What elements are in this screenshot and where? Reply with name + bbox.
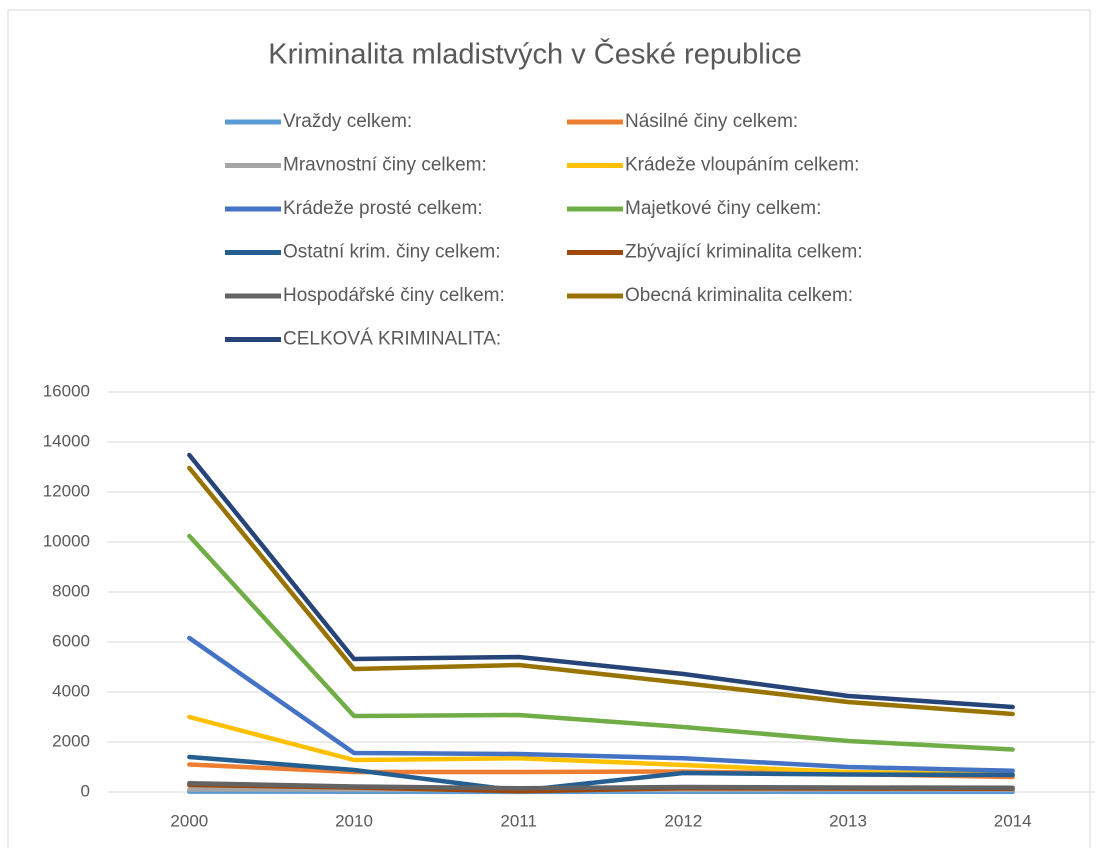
legend-label: Zbývající kriminalita celkem:: [625, 242, 863, 263]
series-line: [187, 533, 1015, 752]
y-tick-label: 2000: [52, 731, 90, 750]
x-tick-label: 2000: [170, 811, 208, 830]
y-tick-label: 14000: [43, 431, 90, 450]
y-tick-label: 6000: [52, 631, 90, 650]
y-tick-label: 0: [81, 781, 90, 800]
series-line: [187, 781, 1015, 791]
series-line: [187, 754, 1015, 793]
y-tick-label: 4000: [52, 681, 90, 700]
legend-label: Ostatní krim. činy celkem:: [283, 242, 501, 263]
legend-label: Majetkové činy celkem:: [625, 198, 821, 219]
series-line: [187, 465, 1015, 717]
y-tick-label: 16000: [43, 381, 90, 400]
legend-label: Vraždy celkem:: [283, 111, 412, 132]
series-line: [187, 635, 1015, 773]
x-tick-label: 2010: [335, 811, 373, 830]
chart-title: Kriminalita mladistvých v České republic…: [268, 37, 801, 71]
y-tick-label: 12000: [43, 481, 90, 500]
legend-label: CELKOVÁ KRIMINALITA:: [283, 329, 501, 350]
y-tick-label: 10000: [43, 531, 90, 550]
series-line: [187, 452, 1015, 710]
y-tick-label: 8000: [52, 581, 90, 600]
x-tick-label: 2011: [500, 811, 537, 830]
x-tick-label: 2012: [664, 811, 702, 830]
legend-label: Obecná kriminalita celkem:: [625, 285, 853, 306]
legend-label: Krádeže prosté celkem:: [283, 198, 483, 219]
legend-label: Hospodářské činy celkem:: [283, 285, 505, 306]
x-tick-label: 2013: [829, 811, 867, 830]
chart-border: [7, 9, 1091, 848]
x-tick-label: 2014: [994, 811, 1032, 830]
legend-label: Násilné činy celkem:: [625, 111, 798, 132]
legend-label: Mravnostní činy celkem:: [283, 155, 487, 176]
legend-label: Krádeže vloupáním celkem:: [625, 155, 859, 176]
